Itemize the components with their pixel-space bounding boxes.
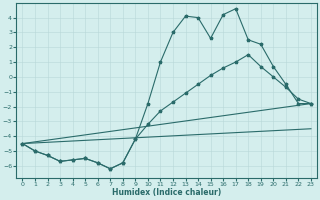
X-axis label: Humidex (Indice chaleur): Humidex (Indice chaleur)	[112, 188, 221, 197]
